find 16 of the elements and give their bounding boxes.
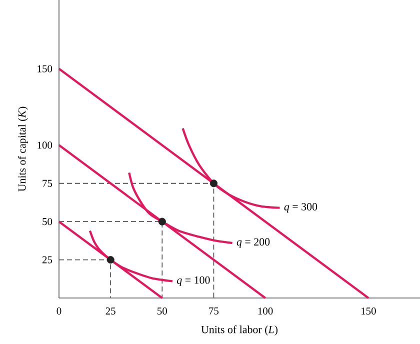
x-tick-label: 0: [56, 308, 62, 315]
y-tick-label: 50: [42, 218, 52, 226]
y-tick-label: 25: [42, 256, 52, 264]
x-tick-label: 75: [209, 308, 219, 314]
y-tick-label: 150: [38, 65, 52, 72]
annotation: q = 200: [236, 238, 270, 248]
y-tick-label: 100: [38, 142, 52, 149]
x-axis-title: Units of labor (L): [201, 325, 278, 336]
y-tick-label: 75: [42, 180, 52, 187]
annotation: q = 300: [284, 203, 318, 213]
x-tick-label: 150: [362, 308, 376, 315]
y-axis-title: Units of capital (K): [18, 106, 28, 192]
x-tick-label: 100: [258, 308, 273, 315]
annotation: q = 100: [177, 276, 210, 286]
x-tick-label: 25: [106, 308, 116, 315]
x-tick-label: 50: [158, 308, 167, 315]
